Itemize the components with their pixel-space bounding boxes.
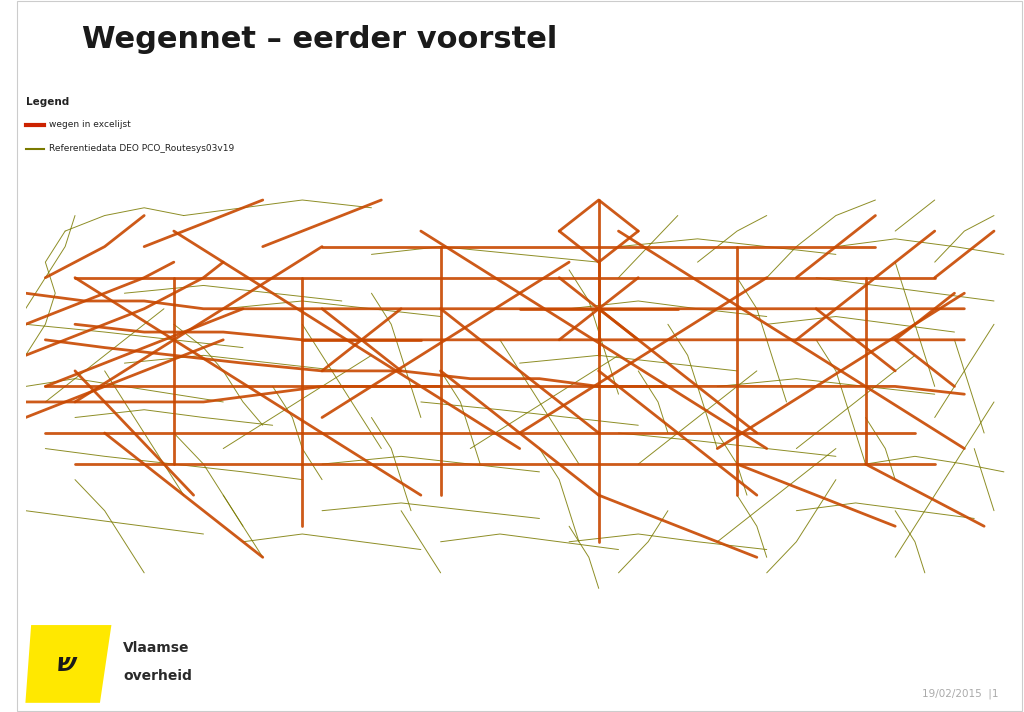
Text: Vlaamse: Vlaamse bbox=[123, 641, 189, 654]
Text: Legend: Legend bbox=[26, 98, 69, 108]
Text: Wegennet – eerder voorstel: Wegennet – eerder voorstel bbox=[82, 25, 557, 54]
Text: ש: ש bbox=[56, 652, 75, 676]
Text: Referentiedata DEO PCO_Routesys03v19: Referentiedata DEO PCO_Routesys03v19 bbox=[49, 144, 233, 153]
Text: 19/02/2015  |1: 19/02/2015 |1 bbox=[922, 689, 998, 699]
Text: wegen in excelijst: wegen in excelijst bbox=[49, 120, 130, 130]
Polygon shape bbox=[26, 625, 112, 703]
Text: overheid: overheid bbox=[123, 669, 191, 684]
